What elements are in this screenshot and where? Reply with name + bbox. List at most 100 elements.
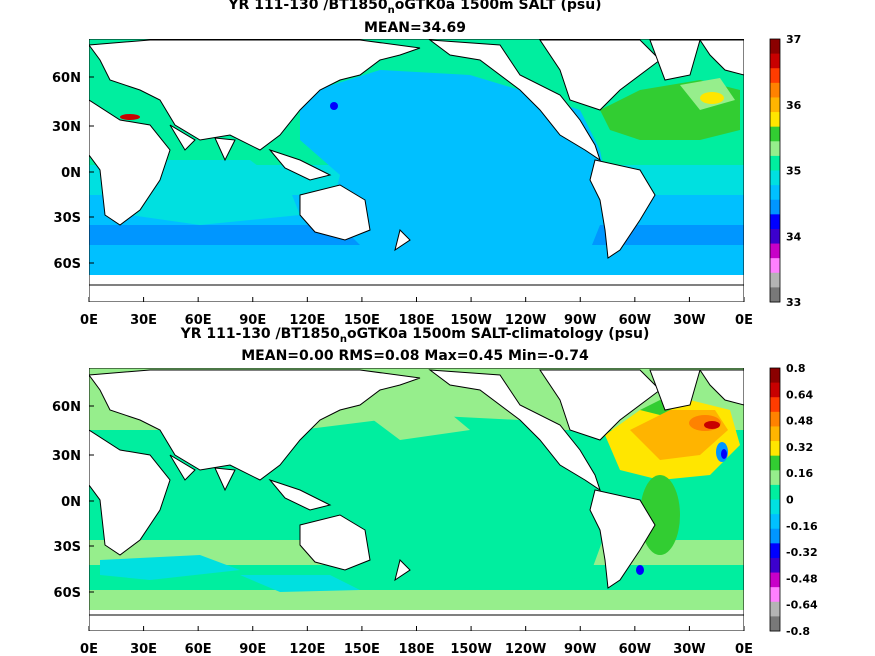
panel2-colorbar-swatch (770, 528, 780, 544)
panel2-lon-tick-label: 180E (398, 642, 434, 656)
panel2-colorbar-label: 0 (786, 494, 794, 507)
panel1-lon-tick-label: 150E (344, 313, 380, 328)
panel1-lon-tick-label: 30W (673, 313, 705, 328)
panel2-colorbar-swatch (770, 514, 780, 530)
panel1-lon-tick-label: 60E (185, 313, 212, 328)
panel1-colorbar: 37 36 35 34 33 (769, 33, 802, 309)
panel2-lat-tick-label: 60S (54, 586, 81, 601)
panel2-colorbar-label: -0.16 (786, 520, 818, 533)
panel2-colorbar-swatch (770, 382, 780, 398)
panel2-colorbar-swatch (770, 557, 780, 574)
panel1-lon-tick-label: 120E (289, 313, 325, 328)
panel1-colorbar-swatch (770, 287, 780, 303)
panel2-colorbar-swatch (770, 587, 780, 603)
panel1-lon-tick-label: 0E (735, 313, 753, 328)
panel2-colorbar-swatch (770, 411, 780, 427)
panel2-colorbar-swatch (770, 441, 780, 457)
panel1-colorbar-swatch (770, 214, 780, 230)
panel1-colorbar-swatch (770, 68, 780, 84)
panel1-colorbar-swatch (770, 141, 780, 157)
panel2-title-line1: YR 111-130 /BT1850noGTK0a 1500m SALT-cli… (180, 326, 650, 345)
panel2-colorbar-label: -0.64 (786, 599, 818, 612)
panel1-colorbar-swatch (770, 82, 780, 98)
panel1-colorbar-swatch (770, 272, 780, 288)
panel2-colorbar-label: -0.32 (786, 546, 818, 559)
panel1-lat-tick-label: 60S (54, 257, 81, 272)
panel2-lon-tick-label: 90W (564, 642, 596, 656)
panel1-lat-tick-label: 0N (61, 166, 81, 181)
panel1-colorbar-swatch (770, 53, 780, 69)
panel2-lon-tick-label: 120E (289, 642, 325, 656)
panel2-colorbar-swatch (770, 455, 780, 471)
panel1-lon-tick-label: 150W (450, 313, 491, 328)
panel1-lon-tick-label: 0E (80, 313, 98, 328)
panel2-colorbar-swatch (770, 543, 780, 559)
panel2-map (89, 368, 744, 631)
panel2-lon-tick-label: 0E (80, 642, 98, 656)
panel2-lon-tick-label: 120W (505, 642, 546, 656)
panel2-colorbar-swatch (770, 572, 780, 588)
panel1-colorbar-swatch (770, 97, 780, 113)
panel2-lon-tick-label: 60E (185, 642, 212, 656)
panel1-colorbar-swatch (770, 243, 780, 259)
panel1-lon-tick-label: 60W (619, 313, 651, 328)
panel2-colorbar-swatch (770, 368, 780, 384)
panel1-colorbar-swatch (770, 258, 780, 274)
panel1-axes: 60N 30N 0N 30S 60S 0E 30E 60E 90E 120E 150E 180E 150… (52, 71, 753, 328)
panel1-colorbar-swatch (770, 126, 780, 142)
panel1-title-line1: YR 111-130 /BT1850noGTK0a 1500m SALT (ps… (228, 0, 602, 16)
panel2-colorbar-label: -0.8 (786, 625, 810, 638)
panel2-lat-tick-label: 0N (61, 495, 81, 510)
panel2-colorbar-swatch (770, 499, 780, 515)
panel2-colorbar-swatch (770, 470, 780, 486)
panel2-lat-tick-label: 60N (52, 400, 81, 415)
panel1-colorbar-swatch (770, 39, 780, 55)
panel1-map (89, 39, 744, 302)
panel2-lon-tick-label: 30E (130, 642, 157, 656)
panel1-colorbar-swatch (770, 185, 780, 201)
panel1-lon-tick-label: 90E (239, 313, 266, 328)
panel2-colorbar-label: 0.48 (786, 415, 813, 428)
panel2-lon-tick-label: 150W (450, 642, 491, 656)
panel1-colorbar-swatch (770, 112, 780, 128)
panel2-colorbar-label: 0.32 (786, 441, 813, 454)
panel1-title-line2: MEAN=34.69 (363, 20, 467, 36)
panel1-lat-tick-label: 30S (54, 211, 81, 226)
panel2-lon-tick-label: 0E (735, 642, 753, 656)
panel1-colorbar-label: 34 (786, 230, 802, 243)
panel2-colorbar-label: 0.8 (786, 362, 806, 375)
panel1-colorbar-label: 36 (786, 99, 802, 112)
panel2-colorbar-swatch (770, 601, 780, 617)
panel1-lon-tick-label: 180E (398, 313, 434, 328)
panel1-lon-tick-label: 30E (130, 313, 157, 328)
panel1-lat-tick-label: 30N (52, 120, 81, 135)
panel1-colorbar-label: 35 (786, 165, 801, 178)
panel1-lon-tick-label: 90W (564, 313, 596, 328)
panel1-colorbar-swatch (770, 228, 780, 245)
panel2-colorbar-swatch (770, 616, 780, 632)
panel2-colorbar-label: 0.64 (786, 388, 813, 401)
panel2-colorbar-swatch (770, 426, 780, 442)
panel1-colorbar-swatch (770, 155, 780, 171)
panel1-colorbar-frame (769, 38, 781, 303)
panel2-colorbar-swatch (770, 484, 780, 500)
panel2-colorbar-swatch (770, 397, 780, 413)
panel2-colorbar: 0.8 0.64 0.48 0.32 0.16 0 -0.16 -0.32 -0.48 -0.64… (769, 362, 818, 638)
panel2-lat-tick-label: 30S (54, 540, 81, 555)
panel1-colorbar-label: 33 (786, 296, 801, 309)
panel1-lat-tick-label: 60N (52, 71, 81, 86)
panel1-colorbar-swatch (770, 170, 780, 186)
panel2-lon-tick-label: 60W (619, 642, 651, 656)
panel2-colorbar-label: 0.16 (786, 467, 813, 480)
panel2-axes: 60N 30N 0N 30S 60S 0E 30E 60E 90E 120E 150E 180E 150… (52, 400, 753, 656)
panel2-lat-tick-label: 30N (52, 449, 81, 464)
panel2-colorbar-frame (769, 367, 781, 632)
panel2-lon-tick-label: 30W (673, 642, 705, 656)
panel2-colorbar-label: -0.48 (786, 572, 818, 585)
panel1-lon-tick-label: 120W (505, 313, 546, 328)
panel2-lon-tick-label: 150E (344, 642, 380, 656)
panel1-colorbar-label: 37 (786, 33, 801, 46)
panel1-colorbar-swatch (770, 199, 780, 215)
panel2-lon-tick-label: 90E (239, 642, 266, 656)
